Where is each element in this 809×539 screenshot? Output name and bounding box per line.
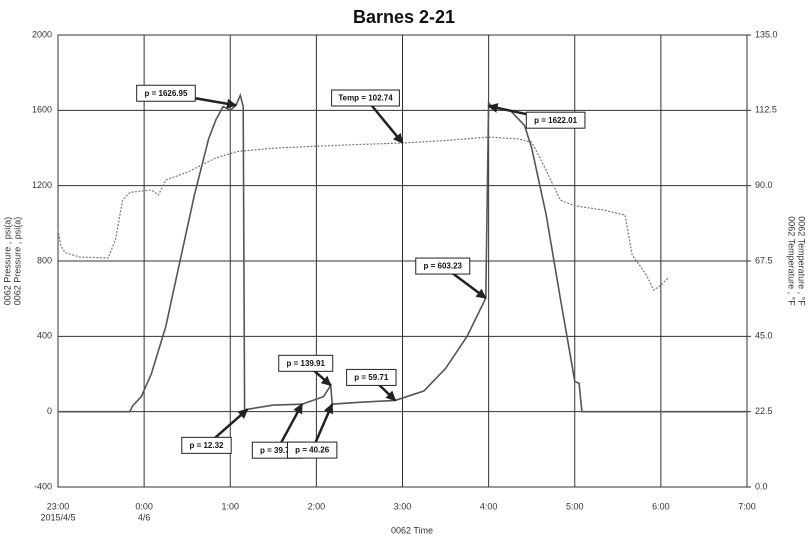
y2-tick-label: 45.0 — [755, 331, 773, 341]
y2-tick-label: 90.0 — [755, 180, 773, 190]
annotation-label: p = 139.91 — [286, 359, 325, 368]
annotation-label: p = 59.71 — [354, 373, 389, 382]
y-axis-title: 0062 Pressure , psi(a) — [12, 217, 22, 306]
data-line — [57, 136, 669, 291]
annotation-box — [286, 441, 338, 459]
x-tick-label: 2:00 — [308, 501, 326, 511]
annotation-label: Temp = 102.74 — [338, 94, 393, 103]
annotation-box — [136, 84, 196, 102]
y2-tick-label: 67.5 — [755, 255, 773, 265]
y-tick-label: -400 — [34, 481, 52, 491]
annotation-box — [346, 368, 397, 386]
data-line — [58, 92, 747, 414]
annotation-label: p = 1626.95 — [145, 89, 188, 98]
x-tick-label: 3:00 — [394, 501, 412, 511]
y-tick-label: 1200 — [32, 180, 52, 190]
y-tick-label: 800 — [37, 255, 52, 265]
x-tick-label: 6:00 — [652, 501, 670, 511]
annotation-box — [181, 436, 232, 454]
y2-tick-label: 0.0 — [755, 481, 768, 491]
y2-axis-title: 0062 Temperature , °F — [797, 216, 807, 306]
x-tick-label: 0:00 — [135, 501, 153, 511]
x-tick-label: 5:00 — [566, 501, 584, 511]
y2-tick-label: 135.0 — [755, 29, 778, 39]
annotation-label: p = 12.32 — [189, 441, 224, 450]
annotation-label: p = 40.26 — [295, 446, 330, 455]
annotation-box — [278, 354, 334, 372]
x-tick-date: 2015/4/5 — [40, 512, 75, 522]
y-tick-label: 400 — [37, 331, 52, 341]
y2-tick-label: 112.5 — [755, 105, 777, 115]
annotation-box — [525, 111, 586, 129]
y-axis-title: 0062 Pressure , psi(a) — [2, 217, 12, 306]
y2-tick-label: 22.5 — [755, 406, 773, 416]
annotation-label: p = 603.23 — [424, 262, 463, 271]
annotation-box — [415, 257, 471, 275]
x-tick-label: 1:00 — [221, 501, 239, 511]
x-axis-title: 0062 Time — [391, 525, 433, 535]
y2-axis-title: 0062 Temperature , °F — [787, 216, 797, 306]
x-tick-label: 4:00 — [480, 501, 498, 511]
annotation-label: p = 1622.01 — [534, 116, 577, 125]
x-tick-label: 23:00 — [47, 501, 70, 511]
annotation-label: p = 39.74 — [260, 446, 295, 455]
y-tick-label: 0 — [47, 406, 52, 416]
x-tick-date: 4/6 — [138, 512, 151, 522]
annotation-box — [331, 89, 400, 107]
y-tick-label: 2000 — [32, 29, 52, 39]
x-tick-label: 7:00 — [738, 501, 756, 511]
chart-title: Barnes 2-21 — [353, 7, 455, 27]
y-tick-label: 1600 — [32, 105, 52, 115]
